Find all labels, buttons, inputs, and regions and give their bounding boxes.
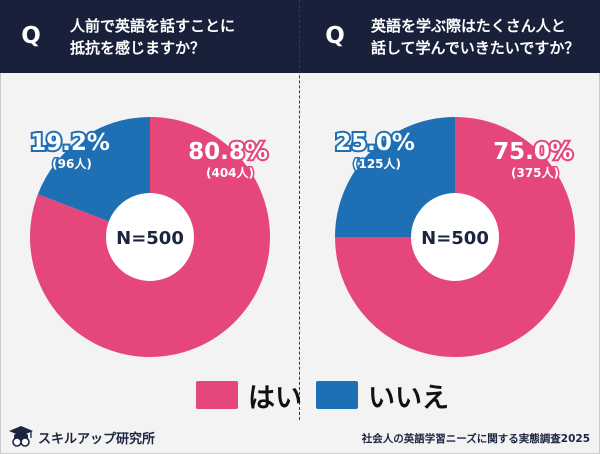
data-label-percent: 75.0%	[493, 139, 573, 165]
data-label-percent: 19.2%	[30, 130, 110, 156]
donut-chart-right: N=500 75.0% (375人) 25.0% (125人)	[325, 92, 585, 372]
question-left-line: 抵抗を感じますか？	[70, 39, 206, 57]
data-label-count: (375人)	[511, 165, 559, 180]
legend-item-no: いいえ	[316, 372, 449, 418]
footer: スキルアップ研究所 社会人の英語学習ニーズに関する実態調査2025	[0, 420, 600, 454]
legend-label-yes: はい	[248, 382, 302, 414]
legend-swatch-no	[316, 381, 358, 409]
donut-hole	[411, 193, 499, 281]
header-bar: Q 人前で英語を話すことに 抵抗を感じますか？ Q 英語を学ぶ際はたくさん人と …	[0, 0, 600, 73]
legend: はい いいえ	[0, 372, 600, 418]
source-note: 社会人の英語学習ニーズに関する実態調査2025	[361, 433, 590, 445]
center-divider	[299, 0, 300, 420]
data-label-percent: 80.8%	[188, 139, 268, 165]
data-label-count: (404人)	[206, 165, 254, 180]
question-right-line: 話して学んでいきたいですか？	[371, 39, 580, 57]
question-badge-left: Q	[21, 23, 41, 49]
brand-name: スキルアップ研究所	[38, 432, 156, 447]
data-label-count: (96人)	[52, 156, 92, 171]
graduation-cap-icon	[9, 426, 33, 447]
question-left-line: 人前で英語を話すことに	[70, 17, 236, 35]
legend-item-yes: はい	[196, 372, 302, 418]
data-label-count: (125人)	[353, 156, 401, 171]
center-label: N=500	[116, 228, 184, 249]
legend-label-no: いいえ	[368, 382, 449, 414]
question-left: 人前で英語を話すことに 抵抗を感じますか？	[70, 15, 280, 59]
question-right: 英語を学ぶ際はたくさん人と 話して学んでいきたいですか？	[371, 15, 581, 59]
donut-chart-left-svg: N=500 80.8%(404人) 19.2%(96人)	[28, 117, 270, 357]
donut-chart-left: N=500 80.8% (404人) 19.2% (96人)	[20, 92, 280, 372]
data-label-percent: 25.0%	[335, 130, 415, 156]
center-label: N=500	[421, 228, 489, 249]
legend-swatch-yes	[196, 381, 238, 409]
question-right-line: 英語を学ぶ際はたくさん人と	[371, 17, 566, 35]
question-badge-right: Q	[325, 23, 345, 49]
donut-hole	[106, 193, 194, 281]
donut-chart-right-svg: N=500 75.0%(375人) 25.0%(125人)	[333, 117, 575, 357]
